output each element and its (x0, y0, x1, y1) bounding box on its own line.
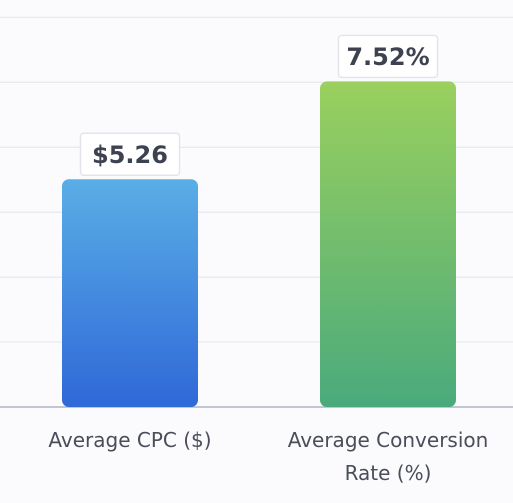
bar-0 (62, 179, 198, 407)
labels-layer: $5.26 Average CPC ($) 7.52% Average Convers… (48, 34, 489, 485)
value-label-box-1 (337, 34, 439, 79)
category-label-1-line-1: Rate (%) (345, 461, 432, 485)
value-label-1: 7.52% (346, 43, 429, 71)
bars-layer (62, 81, 456, 408)
value-label-box-0 (79, 132, 181, 176)
value-label-0: $5.26 (92, 141, 168, 169)
category-label-1-line-0: Average Conversion (288, 428, 489, 452)
category-label-0-line-0: Average CPC ($) (48, 428, 211, 452)
bar-1 (320, 81, 456, 408)
